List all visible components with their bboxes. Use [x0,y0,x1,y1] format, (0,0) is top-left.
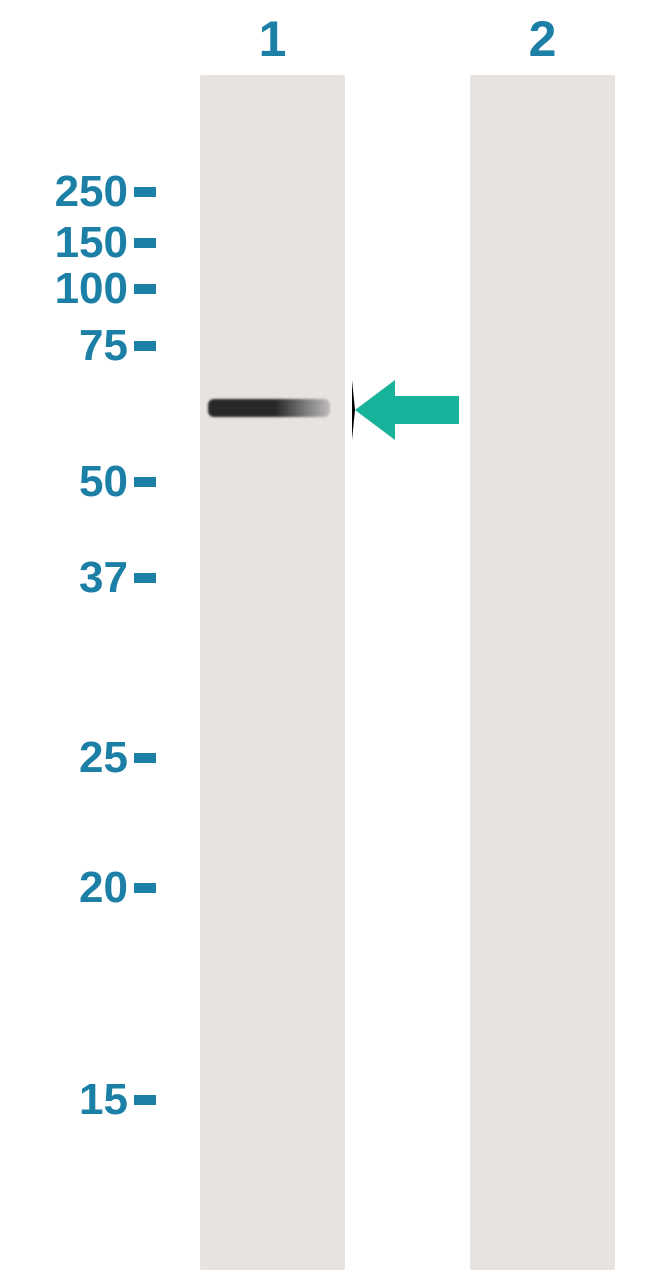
mw-marker-label: 25 [28,733,128,783]
mw-marker-25: 25 [28,733,156,783]
lane-1 [200,75,345,1270]
mw-marker-tick [134,284,156,294]
mw-marker-label: 50 [28,457,128,507]
mw-marker-20: 20 [28,863,156,913]
lane-header-2: 2 [470,10,615,68]
mw-marker-37: 37 [28,553,156,603]
mw-marker-label: 37 [28,553,128,603]
mw-marker-tick [134,238,156,248]
mw-marker-100: 100 [28,264,156,314]
protein-band-lane-1 [208,399,330,417]
mw-marker-label: 75 [28,321,128,371]
mw-marker-label: 150 [28,218,128,268]
arrow-head-icon [352,380,395,440]
lane-2 [470,75,615,1270]
mw-marker-label: 20 [28,863,128,913]
mw-marker-75: 75 [28,321,156,371]
band-pointer-arrow [352,380,459,440]
blot-canvas: 1 2 250150100 75 50 37 25 20 15 [0,0,650,1270]
mw-marker-label: 250 [28,167,128,217]
mw-marker-250: 250 [28,167,156,217]
mw-marker-150: 150 [28,218,156,268]
mw-marker-label: 15 [28,1075,128,1125]
mw-marker-50: 50 [28,457,156,507]
mw-marker-tick [134,753,156,763]
arrow-shaft [395,396,459,424]
mw-marker-tick [134,883,156,893]
mw-marker-15: 15 [28,1075,156,1125]
mw-marker-tick [134,341,156,351]
mw-marker-tick [134,1095,156,1105]
mw-marker-tick [134,477,156,487]
mw-marker-tick [134,187,156,197]
mw-marker-label: 100 [28,264,128,314]
mw-marker-tick [134,573,156,583]
lane-header-1: 1 [200,10,345,68]
